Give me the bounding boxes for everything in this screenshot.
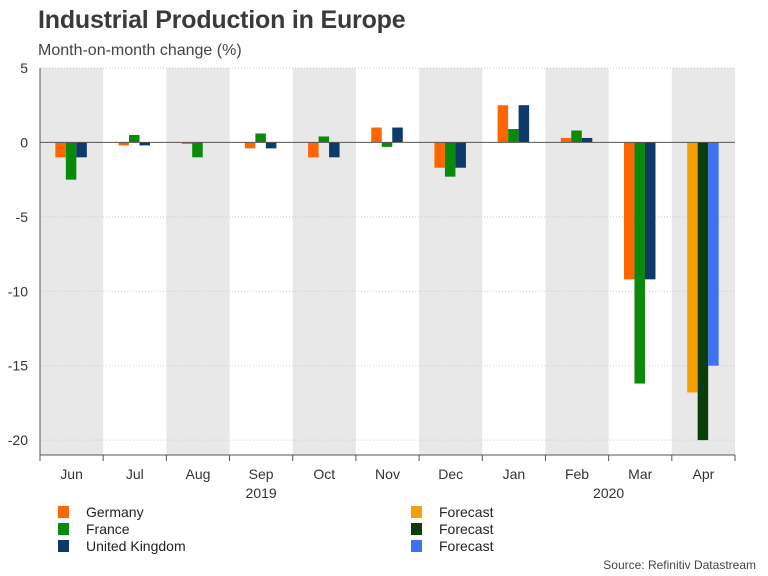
bar-france xyxy=(444,142,456,177)
x-tick-label: Oct xyxy=(313,466,335,482)
shaded-band xyxy=(40,68,104,455)
legend-swatch-france-forecast xyxy=(411,522,422,535)
legend-swatch-france xyxy=(58,522,69,535)
x-tick-label: Nov xyxy=(375,466,400,482)
x-tick-label: Feb xyxy=(565,466,589,482)
bar-united-kingdom xyxy=(329,142,340,158)
bar-france xyxy=(508,129,519,143)
source-note: Source: Refinitiv Datastream xyxy=(603,558,756,572)
bar-united-kingdom xyxy=(518,105,530,143)
x-tick-label: Jan xyxy=(503,466,526,482)
bar-germany xyxy=(560,137,572,143)
legend-label-uk: United Kingdom xyxy=(86,537,186,554)
bar-germany xyxy=(623,142,635,280)
legend-swatch-germany xyxy=(58,505,69,518)
legend-label-germany: Germany xyxy=(86,503,144,520)
legend-label-france: France xyxy=(86,520,130,537)
y-tick-label: -10 xyxy=(8,283,28,299)
year-label: 2019 xyxy=(246,485,277,501)
shaded-band xyxy=(166,68,230,455)
bar-france xyxy=(381,142,393,147)
bar-france xyxy=(255,133,266,143)
legend-left: Germany France United Kingdom xyxy=(58,503,186,554)
legend-item-france-forecast: Forecast xyxy=(411,520,493,537)
bar-united-kingdom xyxy=(265,142,277,149)
bar-germany xyxy=(181,142,193,144)
legend-label-france-forecast: Forecast xyxy=(439,520,494,537)
bar-france xyxy=(65,142,77,180)
legend-item-germany-forecast: Forecast xyxy=(411,503,493,520)
bar-germany xyxy=(434,142,445,168)
legend-label-uk-forecast: Forecast xyxy=(439,537,494,554)
legend-item-uk: United Kingdom xyxy=(58,537,186,554)
shaded-band xyxy=(545,68,609,455)
bar-united-kingdom xyxy=(76,142,87,158)
chart-subtitle: Month-on-month change (%) xyxy=(38,42,242,59)
bar-germany xyxy=(55,142,66,158)
bar-united-kingdom xyxy=(581,137,593,143)
x-tick-label: Sep xyxy=(249,466,274,482)
chart-title: Industrial Production in Europe xyxy=(38,6,406,34)
bar-france xyxy=(318,136,330,143)
bar-france xyxy=(192,142,203,158)
y-tick-label: 5 xyxy=(20,60,28,76)
legend-label-germany-forecast: Forecast xyxy=(439,503,494,520)
bar-united-kingdom xyxy=(644,142,656,280)
x-tick-label: Dec xyxy=(438,466,463,482)
bar-germany xyxy=(118,142,130,146)
x-tick-label: Mar xyxy=(628,466,652,482)
legend-item-germany: Germany xyxy=(58,503,186,520)
bar-france xyxy=(129,134,140,143)
bar-united-kingdom-forecast xyxy=(708,142,719,366)
shaded-band xyxy=(292,68,356,455)
bar-united-kingdom xyxy=(139,142,151,146)
y-tick-label: -15 xyxy=(8,358,28,374)
legend-swatch-uk xyxy=(58,539,69,552)
x-tick-label: Aug xyxy=(185,466,210,482)
legend-swatch-germany-forecast xyxy=(411,505,422,518)
x-tick-label: Jun xyxy=(60,466,83,482)
bar-germany xyxy=(371,127,382,143)
year-label: 2020 xyxy=(593,485,624,501)
shaded-band xyxy=(419,68,483,455)
x-tick-label: Apr xyxy=(693,466,715,482)
y-tick-label: 0 xyxy=(20,134,28,150)
y-tick-label: -20 xyxy=(8,432,28,448)
bar-germany xyxy=(308,142,319,158)
y-tick-label: -5 xyxy=(16,209,29,225)
bar-united-kingdom xyxy=(392,127,403,143)
bar-france xyxy=(571,130,582,143)
bar-france xyxy=(634,142,645,384)
legend-right: Forecast Forecast Forecast xyxy=(411,503,493,554)
legend-item-uk-forecast: Forecast xyxy=(411,537,493,554)
legend-swatch-uk-forecast xyxy=(411,539,422,552)
x-tick-label: Jul xyxy=(126,466,144,482)
bar-united-kingdom xyxy=(455,142,466,168)
bar-germany xyxy=(244,142,256,149)
bar-germany xyxy=(497,105,509,143)
legend-item-france: France xyxy=(58,520,186,537)
bar-france-forecast xyxy=(697,142,709,441)
bar-germany-forecast xyxy=(687,142,698,393)
